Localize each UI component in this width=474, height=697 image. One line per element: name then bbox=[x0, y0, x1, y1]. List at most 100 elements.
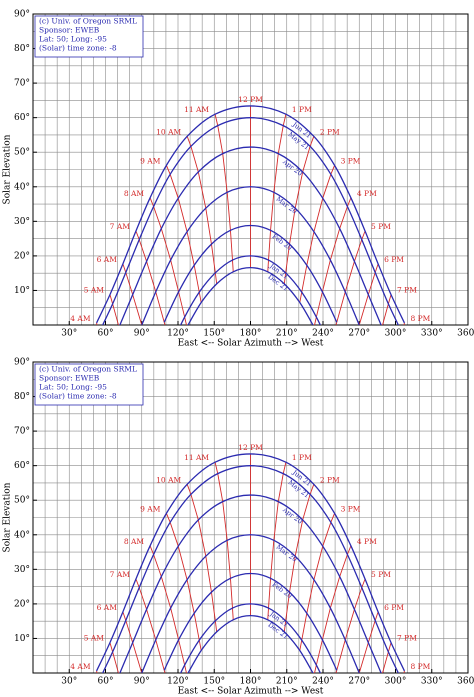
x-tick-label: 300° bbox=[385, 677, 407, 687]
hour-label: 10 AM bbox=[156, 127, 181, 136]
hour-label: 6 AM bbox=[97, 255, 118, 264]
y-tick-label: 10° bbox=[14, 286, 30, 296]
day-curve bbox=[179, 603, 322, 673]
hour-line bbox=[358, 263, 379, 325]
y-tick-label: 90° bbox=[14, 10, 30, 20]
hour-label: 4 AM bbox=[70, 314, 91, 323]
chart: 30° 60° 90° 120° 150° 180° 210° 240° 270° 300° 330… bbox=[3, 358, 474, 697]
x-tick-label: 180° bbox=[240, 329, 262, 339]
x-tick-label: 330° bbox=[421, 677, 443, 687]
hour-line bbox=[96, 670, 98, 673]
x-tick-label: 360° bbox=[457, 329, 474, 339]
y-tick-label: 70° bbox=[14, 79, 30, 89]
day-curve bbox=[187, 266, 314, 325]
hour-label: 11 AM bbox=[184, 453, 209, 462]
info-line: Sponsor: EWEB bbox=[39, 374, 100, 383]
x-tick-label: 60° bbox=[98, 329, 114, 339]
y-tick-label: 30° bbox=[14, 217, 30, 227]
info-box bbox=[34, 15, 144, 58]
info-line: Sponsor: EWEB bbox=[39, 26, 100, 35]
x-axis-title: East <-- Solar Azimuth --> West bbox=[178, 687, 324, 697]
hour-label: 12 PM bbox=[238, 95, 263, 104]
info-line: (c) Univ. of Oregon SRML bbox=[39, 365, 137, 374]
info-line: Lat: 50; Long: -95 bbox=[39, 383, 107, 392]
hour-label: 8 AM bbox=[124, 189, 145, 198]
day-curve bbox=[101, 117, 400, 325]
x-tick-label: 30° bbox=[61, 677, 77, 687]
info-line: (Solar) time zone: -8 bbox=[39, 392, 117, 401]
hour-label: 11 AM bbox=[184, 105, 209, 114]
hour-label: 7 AM bbox=[110, 570, 131, 579]
x-tick-label: 150° bbox=[203, 329, 225, 339]
hour-line bbox=[122, 263, 143, 325]
hour-label: 6 AM bbox=[97, 603, 118, 612]
x-tick-label: 150° bbox=[203, 677, 225, 687]
hour-label: 7 PM bbox=[397, 286, 417, 295]
y-tick-label: 80° bbox=[14, 44, 30, 54]
x-tick-label: 300° bbox=[385, 329, 407, 339]
plot-content bbox=[95, 105, 406, 325]
hour-label: 5 AM bbox=[84, 286, 105, 295]
day-curve bbox=[141, 534, 360, 673]
info-line: Lat: 50; Long: -95 bbox=[39, 35, 107, 44]
info-box bbox=[34, 363, 144, 406]
day-curve bbox=[179, 255, 322, 325]
y-tick-label: 60° bbox=[14, 113, 30, 123]
hour-label: 5 AM bbox=[84, 634, 105, 643]
x-tick-label: 360° bbox=[457, 677, 474, 687]
day-curve bbox=[187, 614, 314, 673]
hour-label: 12 PM bbox=[238, 443, 263, 452]
hour-line bbox=[403, 670, 405, 673]
x-tick-label: 120° bbox=[167, 329, 189, 339]
info-line: (c) Univ. of Oregon SRML bbox=[39, 17, 137, 26]
hour-label: 10 AM bbox=[156, 475, 181, 484]
hour-label: 7 AM bbox=[110, 222, 131, 231]
y-tick-label: 40° bbox=[14, 182, 30, 192]
day-curve bbox=[141, 186, 360, 325]
plot-inner bbox=[95, 453, 406, 673]
day-curve bbox=[119, 494, 382, 673]
hour-line bbox=[335, 230, 366, 325]
x-tick-label: 270° bbox=[348, 677, 370, 687]
hour-label: 1 PM bbox=[292, 105, 312, 114]
hour-label: 3 PM bbox=[341, 504, 361, 513]
info-line: (Solar) time zone: -8 bbox=[39, 44, 117, 53]
hour-line bbox=[122, 611, 143, 673]
hour-label: 3 PM bbox=[341, 156, 361, 165]
y-axis-title: Solar Elevation bbox=[3, 134, 13, 204]
hour-label: 8 PM bbox=[410, 314, 430, 323]
hour-line bbox=[403, 322, 405, 325]
hour-line bbox=[96, 322, 98, 325]
hour-label: 4 PM bbox=[357, 189, 377, 198]
y-tick-label: 10° bbox=[14, 634, 30, 644]
y-tick-label: 50° bbox=[14, 496, 30, 506]
x-tick-label: 240° bbox=[312, 677, 334, 687]
x-tick-label: 180° bbox=[240, 677, 262, 687]
day-curve bbox=[95, 105, 406, 324]
hour-label: 2 PM bbox=[320, 475, 340, 484]
day-curve bbox=[163, 572, 338, 671]
x-tick-label: 270° bbox=[348, 329, 370, 339]
x-tick-label: 240° bbox=[312, 329, 334, 339]
day-curve bbox=[101, 465, 400, 673]
hour-label: 9 AM bbox=[140, 504, 161, 513]
hour-label: 4 PM bbox=[357, 537, 377, 546]
day-curve bbox=[95, 453, 406, 672]
x-tick-label: 30° bbox=[61, 329, 77, 339]
x-tick-label: 60° bbox=[98, 677, 114, 687]
hour-label: 6 PM bbox=[384, 603, 404, 612]
plot-content bbox=[95, 453, 406, 673]
x-axis-title: East <-- Solar Azimuth --> West bbox=[178, 339, 324, 349]
x-tick-label: 330° bbox=[421, 329, 443, 339]
hour-label: 7 PM bbox=[397, 634, 417, 643]
hour-label: 8 AM bbox=[124, 537, 145, 546]
y-tick-label: 20° bbox=[14, 599, 30, 609]
y-tick-label: 80° bbox=[14, 392, 30, 402]
x-tick-label: 210° bbox=[276, 677, 298, 687]
hour-label: 1 PM bbox=[292, 453, 312, 462]
plot-inner bbox=[95, 105, 406, 325]
y-tick-label: 70° bbox=[14, 427, 30, 437]
hour-label: 6 PM bbox=[384, 255, 404, 264]
hour-line bbox=[135, 230, 166, 325]
